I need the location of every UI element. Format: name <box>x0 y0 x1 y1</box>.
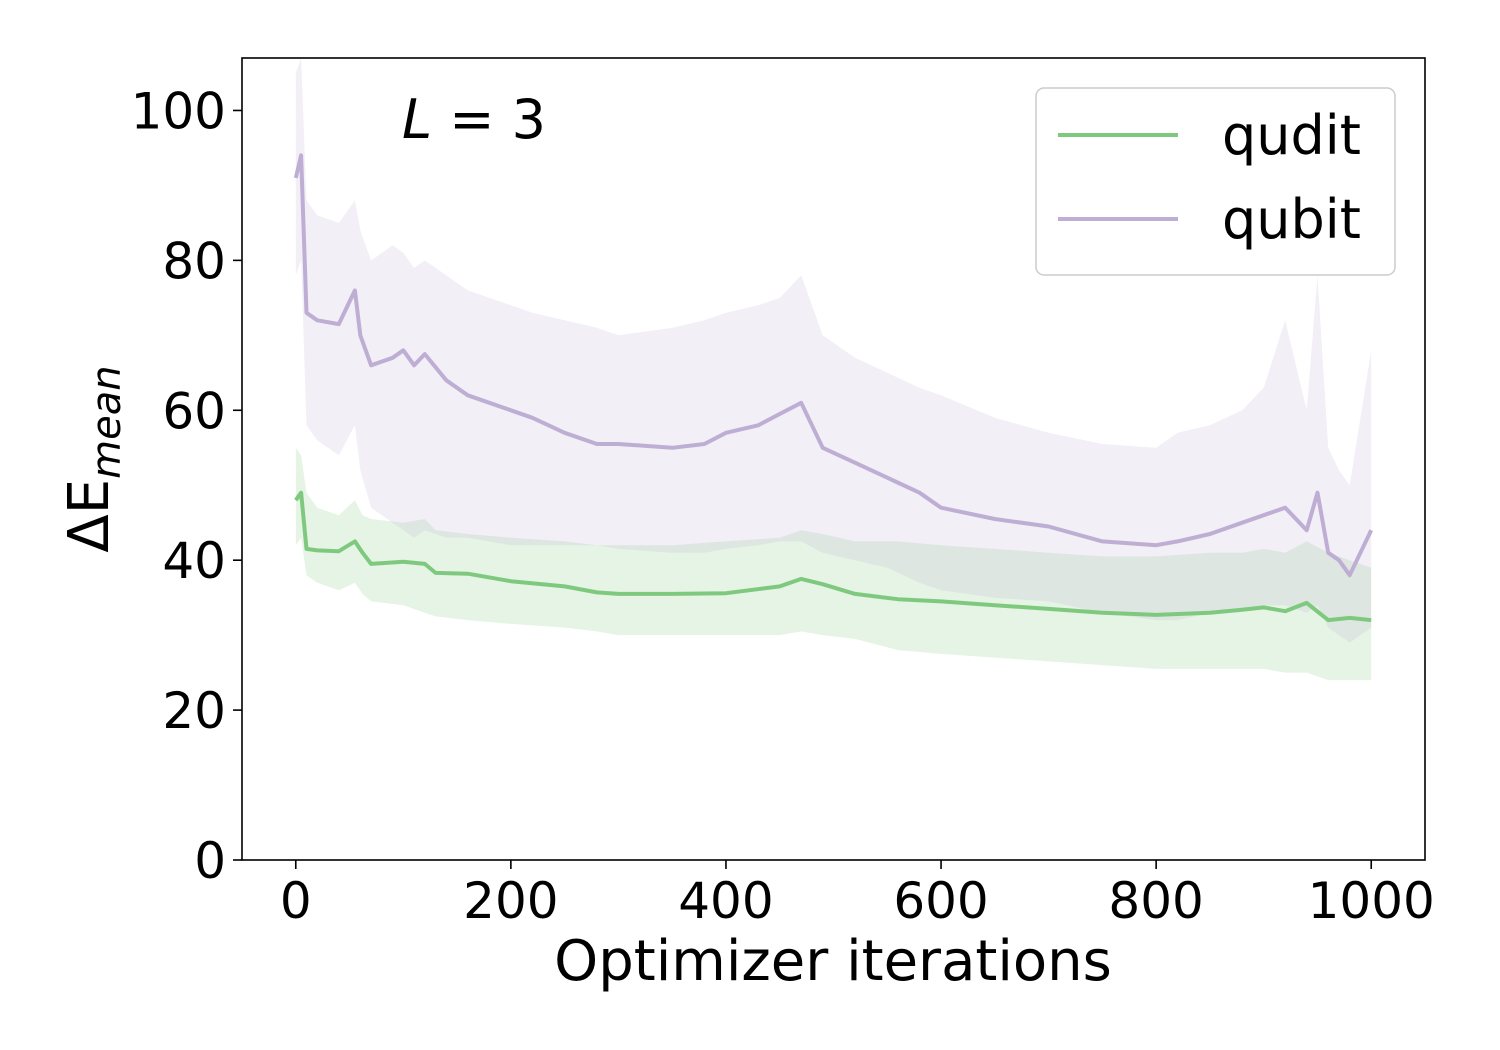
x-tick-label-600: 600 <box>893 872 988 930</box>
x-axis-ticks: 0 200 400 600 800 1000 <box>280 860 1435 930</box>
x-tick-label-200: 200 <box>463 872 558 930</box>
y-tick-label-80: 80 <box>162 232 226 290</box>
plot-frame <box>241 57 1426 861</box>
y-tick-label-100: 100 <box>131 82 226 140</box>
annotation-variable: L <box>402 88 432 151</box>
y-tick-label-20: 20 <box>162 682 226 740</box>
annotation-operator: = <box>432 88 512 151</box>
x-tick-label-0: 0 <box>280 872 312 930</box>
band-qudit <box>295 447 1372 681</box>
y-axis-label: ΔEmean <box>57 365 130 552</box>
line-qudit <box>294 490 1372 623</box>
x-tick-label-800: 800 <box>1108 872 1203 930</box>
y-tick-label-40: 40 <box>162 532 226 590</box>
legend-label-qudit: qudit <box>1222 104 1361 167</box>
y-tick-label-0: 0 <box>194 832 226 890</box>
series-lines <box>293 153 1374 623</box>
y-axis-label-subscript: mean <box>84 365 130 478</box>
y-tick-label-60: 60 <box>162 382 226 440</box>
legend-label-qubit: qubit <box>1222 188 1361 251</box>
confidence-bands <box>295 58 1372 681</box>
annotation-value: 3 <box>512 88 546 151</box>
x-tick-label-1000: 1000 <box>1308 872 1435 930</box>
x-tick-label-400: 400 <box>678 872 773 930</box>
y-axis-label-main: ΔE <box>57 479 122 553</box>
panel-annotation: L = 3 <box>402 88 546 151</box>
x-axis-label: Optimizer iterations <box>554 929 1112 994</box>
band-qubit <box>295 58 1372 643</box>
y-axis-ticks: 0 20 40 60 80 100 <box>131 82 242 890</box>
legend: qudit qubit <box>1035 87 1396 276</box>
line-qubit <box>293 153 1374 578</box>
